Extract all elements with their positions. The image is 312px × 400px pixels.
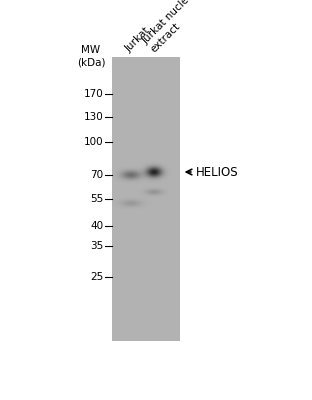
Text: 130: 130 <box>83 112 103 122</box>
Text: Jurkat: Jurkat <box>124 26 152 54</box>
Text: Jurkat nuclear
extract: Jurkat nuclear extract <box>141 0 207 54</box>
Text: 100: 100 <box>83 137 103 147</box>
Text: MW
(kDa): MW (kDa) <box>77 45 105 67</box>
Text: HELIOS: HELIOS <box>196 166 239 178</box>
Text: 35: 35 <box>90 241 103 251</box>
Text: 70: 70 <box>90 170 103 180</box>
Text: 55: 55 <box>90 194 103 204</box>
Text: 40: 40 <box>90 221 103 231</box>
Text: 25: 25 <box>90 272 103 282</box>
Text: 170: 170 <box>83 89 103 99</box>
